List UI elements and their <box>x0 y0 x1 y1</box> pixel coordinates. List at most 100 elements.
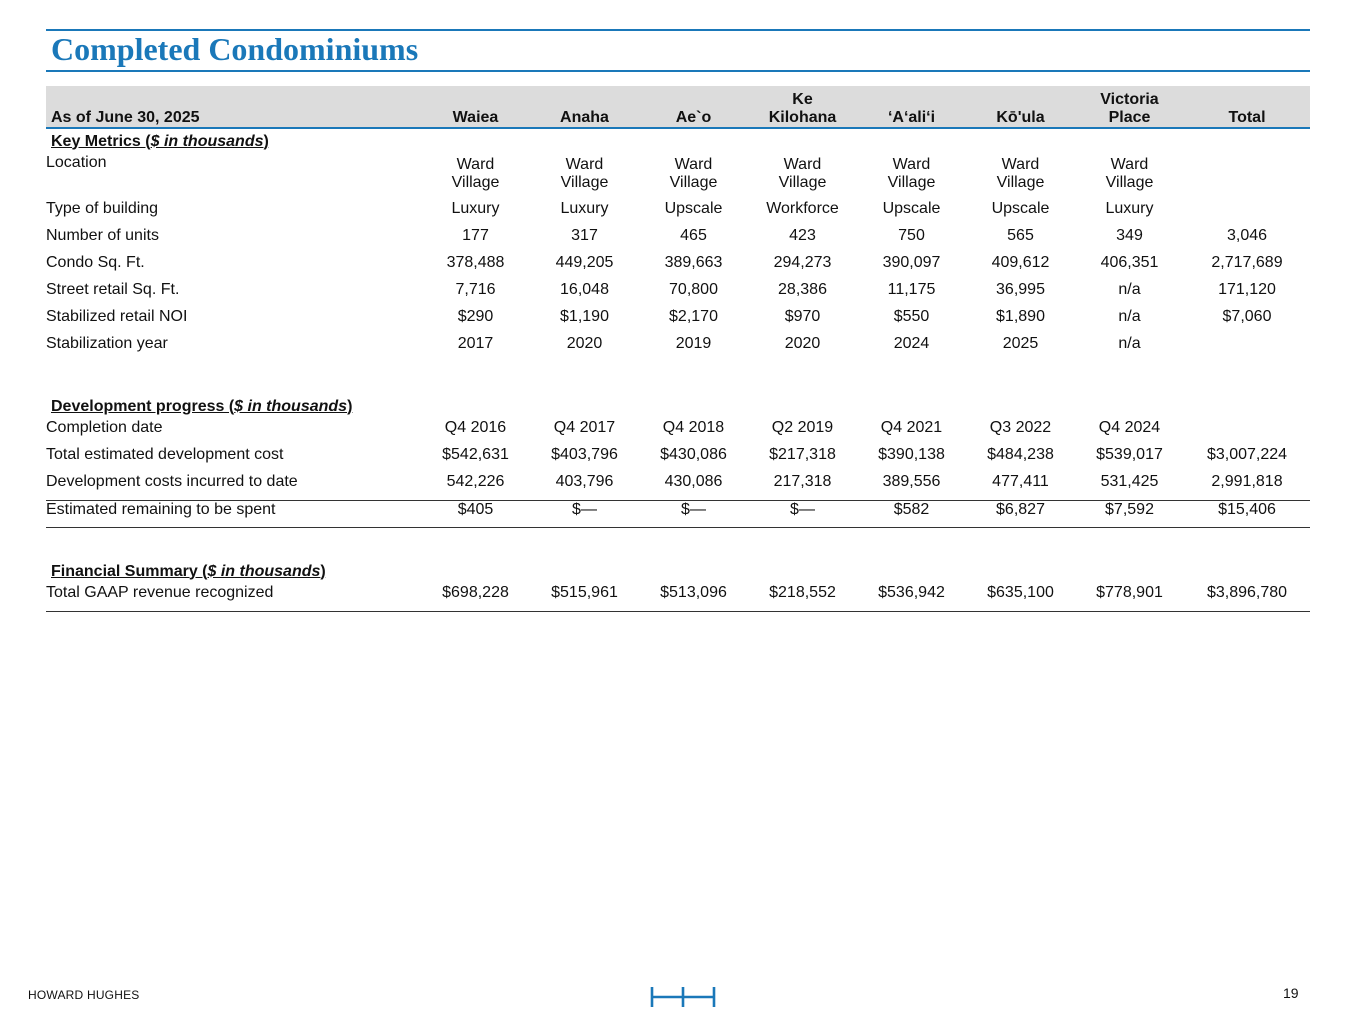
table-cell: 565 <box>1007 227 1034 244</box>
column-header: Ke Kilohana <box>748 86 857 129</box>
table-cell: $3,896,780 <box>1184 584 1310 612</box>
row-label: Stabilized retail NOI <box>46 308 188 325</box>
table-cell: 349 <box>1116 227 1143 244</box>
section-financial-summary: Financial Summary ($ in thousands) <box>46 559 1310 584</box>
table-cell: $217,318 <box>769 446 836 463</box>
title-top-rule <box>46 29 1310 31</box>
table-cell: Ward Village <box>996 156 1045 191</box>
table-row-condo-sqft: Condo Sq. Ft. 378,488 449,205 389,663 294,27… <box>46 254 1310 281</box>
table-cell: 389,556 <box>857 473 966 501</box>
table-cell: $536,942 <box>857 584 966 612</box>
table-cell: n/a <box>1118 308 1141 325</box>
table-cell: 531,425 <box>1075 473 1184 501</box>
table-cell: Upscale <box>991 200 1050 217</box>
table-cell: Ward Village <box>1105 156 1154 191</box>
table-cell: Q4 2021 <box>880 419 943 436</box>
table-cell: Ward Village <box>669 156 718 191</box>
table-cell: $403,796 <box>551 446 618 463</box>
section-development-progress: Development progress ($ in thousands) <box>46 394 1310 419</box>
row-label: Development costs incurred to date <box>46 473 421 501</box>
column-header: Ae`o <box>639 86 748 129</box>
table-cell: Luxury <box>451 200 500 217</box>
table-row-costs-incurred: Development costs incurred to date 542,22… <box>46 473 1310 501</box>
table-cell <box>1184 335 1310 362</box>
row-label: Total estimated development cost <box>46 446 284 463</box>
row-label: Street retail Sq. Ft. <box>46 281 180 298</box>
table-cell: 171,120 <box>1218 281 1276 298</box>
table-cell: 317 <box>571 227 598 244</box>
table-cell: $— <box>748 500 857 528</box>
table-cell: $430,086 <box>660 446 727 463</box>
row-label: Number of units <box>46 227 159 244</box>
table-cell: 177 <box>462 227 489 244</box>
table-header-row: As of June 30, 2025 Waiea Anaha Ae`o Ke K… <box>46 86 1310 129</box>
table-cell: $484,238 <box>987 446 1054 463</box>
section-heading: Development progress ($ in thousands) <box>51 397 353 415</box>
table-cell: $778,901 <box>1075 584 1184 612</box>
row-label: Estimated remaining to be spent <box>46 500 421 528</box>
table-cell: $2,170 <box>669 308 718 325</box>
table-cell: 2024 <box>893 335 930 352</box>
table-cell: $1,890 <box>996 308 1045 325</box>
table-cell: 406,351 <box>1100 254 1159 271</box>
table-cell: 750 <box>898 227 925 244</box>
table-cell: Q2 2019 <box>771 419 834 436</box>
table-cell: Upscale <box>882 200 941 217</box>
table-row-stabilized-retail-noi: Stabilized retail NOI $290 $1,190 $2,170 $97… <box>46 308 1310 335</box>
table-cell: 2025 <box>1002 335 1039 352</box>
table-cell: $7,060 <box>1222 308 1272 325</box>
table-row-location: Location Ward Village Ward Village Ward Villag… <box>46 154 1310 200</box>
table-cell <box>1184 200 1310 227</box>
section-heading: Financial Summary ($ in thousands) <box>51 562 326 580</box>
table-cell: Ward Village <box>778 156 827 191</box>
table-cell: 378,488 <box>446 254 505 271</box>
table-cell: n/a <box>1118 335 1141 352</box>
table-cell: 389,663 <box>664 254 723 271</box>
table-row-type-of-building: Type of building Luxury Luxury Upscale Workf… <box>46 200 1310 227</box>
column-header: Total <box>1184 86 1310 129</box>
row-label: Total GAAP revenue recognized <box>46 584 421 612</box>
table-cell: 2,717,689 <box>1211 254 1283 271</box>
column-header: ‘A‘ali‘i <box>857 86 966 129</box>
table-cell: 16,048 <box>560 281 609 298</box>
column-header: Anaha <box>530 86 639 129</box>
row-label: Location <box>46 154 107 171</box>
table-cell: 28,386 <box>778 281 827 298</box>
table-cell: $15,406 <box>1184 500 1310 528</box>
row-label: Stabilization year <box>46 335 168 352</box>
table-row-street-retail-sqft: Street retail Sq. Ft. 7,716 16,048 70,800 28… <box>46 281 1310 308</box>
table-cell: $698,228 <box>421 584 530 612</box>
condominiums-table: As of June 30, 2025 Waiea Anaha Ae`o Ke K… <box>46 86 1310 612</box>
table-cell: $970 <box>784 308 821 325</box>
table-cell: Q4 2017 <box>553 419 616 436</box>
table-cell: Q4 2024 <box>1098 419 1161 436</box>
table-cell: $1,190 <box>560 308 609 325</box>
table-cell: 2,991,818 <box>1184 473 1310 501</box>
table-cell: 217,318 <box>748 473 857 501</box>
page-number: 19 <box>1283 985 1299 1001</box>
row-label: Condo Sq. Ft. <box>46 254 145 271</box>
table-cell: $6,827 <box>966 500 1075 528</box>
table-cell: $550 <box>893 308 930 325</box>
table-cell: 465 <box>680 227 707 244</box>
table-cell: $635,100 <box>966 584 1075 612</box>
table-cell: 2019 <box>675 335 712 352</box>
table-row-stabilization-year: Stabilization year 2017 2020 2019 2020 2024 20… <box>46 335 1310 362</box>
spacer-row <box>46 362 1310 394</box>
table-row-remaining-to-spend: Estimated remaining to be spent $405 $— $— $… <box>46 500 1310 528</box>
table-cell: $— <box>639 500 748 528</box>
table-cell <box>1184 419 1310 446</box>
table-cell: 423 <box>789 227 816 244</box>
table-cell: Ward Village <box>451 156 500 191</box>
header-as-of-label: As of June 30, 2025 <box>46 86 421 129</box>
table-cell: Ward Village <box>560 156 609 191</box>
table-cell: n/a <box>1118 281 1141 298</box>
table-row-completion-date: Completion date Q4 2016 Q4 2017 Q4 2018 Q2 2… <box>46 419 1310 446</box>
table-row-number-of-units: Number of units 177 317 465 423 750 565 349 3,04… <box>46 227 1310 254</box>
table-cell: $7,592 <box>1075 500 1184 528</box>
table-cell: $515,961 <box>530 584 639 612</box>
table-cell: Q4 2016 <box>444 419 507 436</box>
table-cell: Upscale <box>664 200 723 217</box>
table-row-total-estimated-cost: Total estimated development cost $542,631… <box>46 446 1310 473</box>
table-cell: $3,007,224 <box>1206 446 1288 463</box>
